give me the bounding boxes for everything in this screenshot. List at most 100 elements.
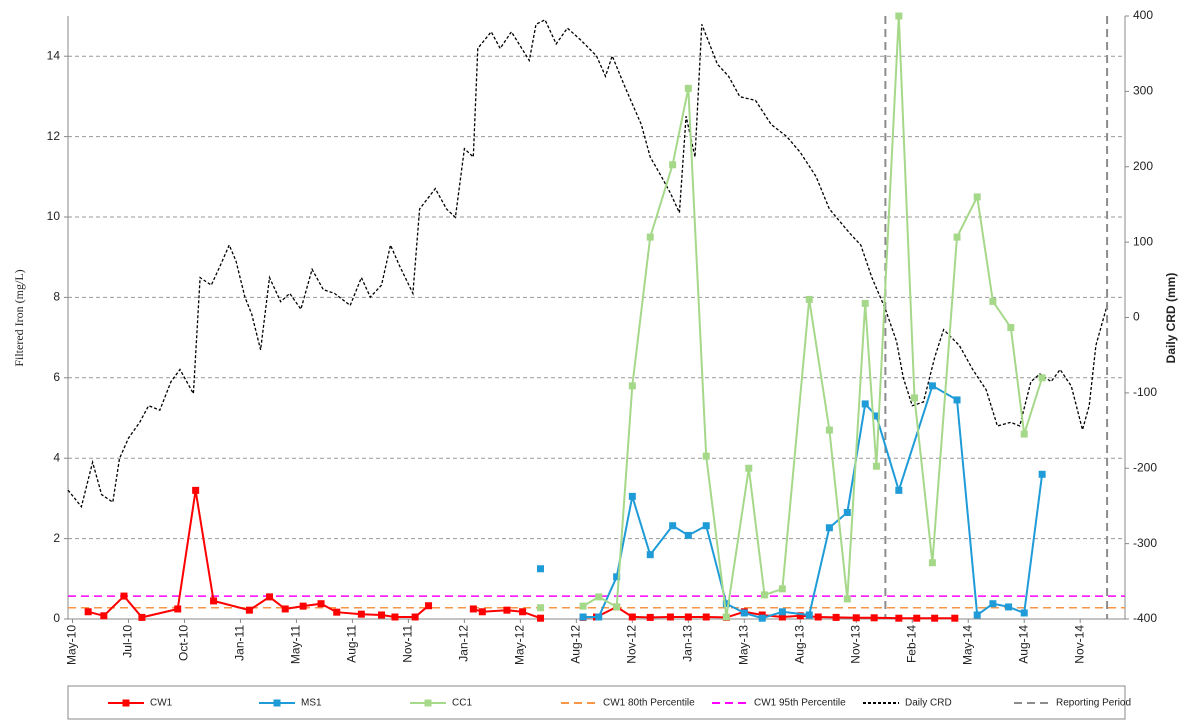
point (684, 613, 692, 621)
point (281, 605, 289, 613)
legend-marker (424, 699, 432, 707)
series-line (67, 18, 1108, 509)
point (953, 233, 961, 241)
point (861, 400, 869, 408)
x-tick-label: Nov-12 (625, 625, 639, 664)
legend-label: CW1 80th Percentile (603, 698, 695, 709)
y2-tick-label: 300 (1133, 84, 1153, 98)
point (832, 613, 840, 621)
point (100, 612, 108, 620)
y-tick-label: 10 (47, 209, 61, 223)
x-tick-label: May-12 (513, 625, 527, 665)
point (646, 551, 654, 559)
point (537, 614, 545, 622)
point (778, 608, 786, 616)
point (138, 613, 146, 621)
y2-tick-label: -300 (1133, 536, 1157, 550)
point (913, 614, 921, 622)
point (411, 613, 419, 621)
point (973, 611, 981, 619)
point (503, 606, 511, 614)
legend-label: MS1 (301, 698, 322, 709)
point (702, 522, 710, 530)
y2-tick-label: 100 (1133, 234, 1153, 248)
point (579, 602, 587, 610)
y2-tick-label: 400 (1133, 8, 1153, 22)
legend-box (67, 685, 1126, 720)
legend-label: Daily CRD (905, 698, 952, 709)
point (299, 602, 307, 610)
x-tick-label: Nov-11 (401, 625, 415, 663)
point (1020, 609, 1028, 617)
point (910, 394, 918, 402)
y-tick-label: 0 (53, 611, 60, 625)
point (1007, 324, 1015, 332)
point (870, 614, 878, 622)
point (1038, 470, 1046, 478)
point (357, 610, 365, 618)
y2-axis-title: Daily CRD (mm) (1164, 273, 1178, 364)
series-line (583, 384, 1044, 620)
point (684, 531, 692, 539)
point (989, 297, 997, 305)
point (120, 592, 128, 600)
legend-label: CC1 (452, 698, 472, 709)
point (928, 382, 936, 390)
y-tick-label: 14 (47, 48, 61, 62)
point (684, 84, 692, 92)
x-tick-label: Jan-11 (233, 625, 247, 661)
y2-tick-label: 200 (1133, 159, 1153, 173)
x-tick-label: May-13 (736, 625, 750, 665)
legend-marker (122, 699, 130, 707)
point (478, 608, 486, 616)
x-tick-label: Jan-12 (457, 625, 471, 662)
point (646, 613, 654, 621)
point (628, 492, 636, 500)
x-tick-label: Aug-11 (345, 625, 359, 663)
x-tick-label: Nov-14 (1072, 625, 1086, 664)
point (928, 559, 936, 567)
y-tick-label: 4 (53, 450, 60, 464)
point (722, 613, 730, 621)
y-tick-label: 2 (53, 531, 60, 545)
point (84, 608, 92, 616)
point (973, 193, 981, 201)
point (895, 614, 903, 622)
series-line (582, 15, 1044, 618)
point (722, 600, 730, 608)
point (595, 613, 603, 621)
point (613, 603, 621, 611)
point (317, 600, 325, 608)
point (702, 613, 710, 621)
point (174, 605, 182, 613)
point (796, 612, 804, 620)
point (825, 524, 833, 532)
point (805, 295, 813, 303)
point (702, 452, 710, 460)
legend-label: Reporting Period (1056, 698, 1131, 709)
point (861, 299, 869, 307)
x-tick-label: Nov-13 (848, 625, 862, 664)
point (245, 606, 253, 614)
x-tick-label: Oct-10 (177, 625, 191, 661)
point (1005, 603, 1013, 611)
point (895, 12, 903, 20)
point (872, 462, 880, 470)
y2-tick-label: -400 (1133, 611, 1157, 625)
point (843, 595, 851, 603)
y-tick-label: 12 (47, 129, 61, 143)
x-tick-label: May-14 (960, 625, 974, 665)
x-tick-label: May-10 (65, 625, 79, 665)
point (628, 613, 636, 621)
x-tick-label: Jan-13 (680, 625, 694, 662)
point (758, 614, 766, 622)
point (266, 593, 274, 601)
y-axis-title: Filtered Iron (mg/L) (12, 269, 26, 366)
point (895, 486, 903, 494)
point (613, 573, 621, 581)
x-tick-label: Aug-14 (1016, 625, 1030, 664)
x-tick-label: Aug-12 (569, 625, 583, 664)
point (931, 614, 939, 622)
point (843, 508, 851, 516)
